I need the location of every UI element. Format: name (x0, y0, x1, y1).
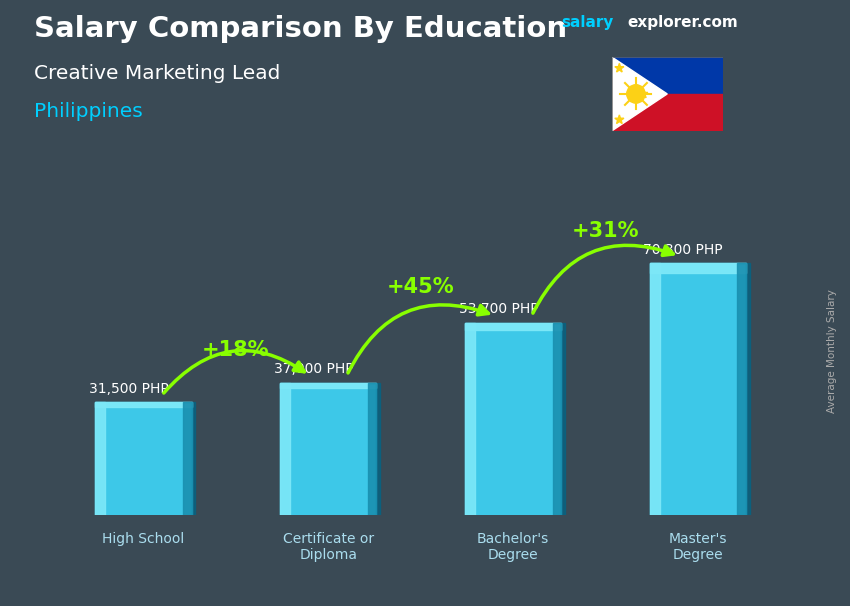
Text: +45%: +45% (387, 277, 455, 297)
Bar (280, 382, 377, 515)
Bar (95, 402, 191, 515)
Text: Average Monthly Salary: Average Monthly Salary (827, 290, 837, 413)
Bar (561, 323, 565, 515)
Bar (650, 264, 746, 515)
Bar (191, 402, 196, 515)
Circle shape (626, 85, 645, 103)
Text: explorer.com: explorer.com (627, 15, 738, 30)
Bar (465, 323, 475, 515)
Bar (377, 382, 380, 515)
Bar (738, 264, 746, 515)
Bar (465, 323, 561, 515)
Bar (552, 323, 561, 515)
Bar (95, 402, 105, 515)
Text: +31%: +31% (572, 221, 639, 241)
Bar (368, 382, 377, 515)
Text: +18%: +18% (202, 341, 269, 361)
Polygon shape (638, 89, 648, 98)
Bar (280, 382, 377, 388)
Text: 37,000 PHP: 37,000 PHP (274, 362, 354, 376)
Polygon shape (615, 64, 624, 72)
Text: 31,500 PHP: 31,500 PHP (88, 382, 168, 396)
Text: salary: salary (561, 15, 614, 30)
Bar (612, 94, 722, 131)
Polygon shape (612, 57, 667, 131)
Bar (650, 264, 746, 273)
Text: 53,700 PHP: 53,700 PHP (459, 302, 538, 316)
Text: Creative Marketing Lead: Creative Marketing Lead (34, 64, 280, 82)
Bar (183, 402, 191, 515)
Bar (746, 264, 750, 515)
Bar (612, 57, 722, 94)
Bar (95, 402, 191, 407)
Text: Salary Comparison By Education: Salary Comparison By Education (34, 15, 567, 43)
Bar (465, 323, 561, 330)
Bar (280, 382, 290, 515)
Text: 70,300 PHP: 70,300 PHP (643, 243, 723, 257)
Text: Philippines: Philippines (34, 102, 143, 121)
Polygon shape (615, 115, 624, 124)
Bar (650, 264, 660, 515)
